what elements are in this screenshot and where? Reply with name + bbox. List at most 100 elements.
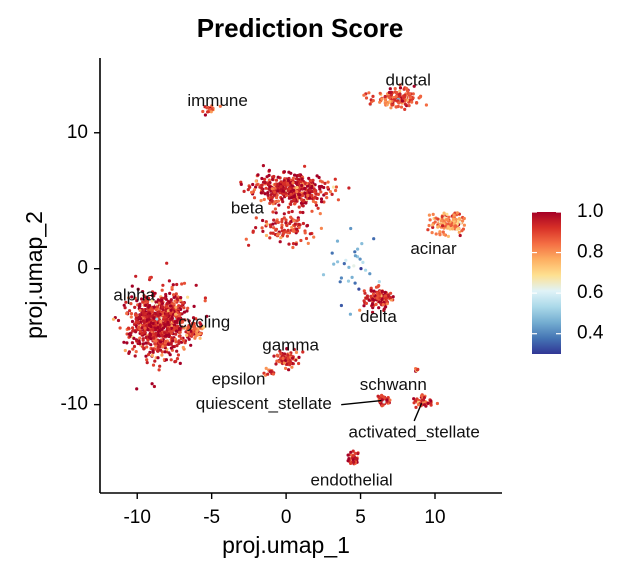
cluster-labels: alpha cycling beta ductal immune acinar delta g… <box>113 71 479 490</box>
point-alpha <box>133 296 137 300</box>
point-immune <box>218 104 222 108</box>
point-alpha <box>140 326 144 330</box>
point-alpha <box>116 318 121 323</box>
point-acinar <box>462 216 466 221</box>
point-beta <box>277 203 281 207</box>
point-alpha <box>123 306 127 310</box>
point-cycling <box>187 326 192 330</box>
point-alpha <box>178 298 183 302</box>
point-alpha <box>169 308 173 312</box>
point-beta <box>278 191 282 195</box>
point-beta-tail <box>275 219 279 224</box>
point-acinar <box>430 231 434 235</box>
point-beta <box>291 176 295 180</box>
colorbar-tick-label: 0.6 <box>577 282 603 303</box>
point-alpha <box>138 313 142 317</box>
point-acinar <box>456 227 460 231</box>
point-scattered-mid <box>377 280 381 284</box>
point-alpha <box>156 333 161 337</box>
point-cycling <box>178 330 182 334</box>
point-alpha <box>156 349 160 353</box>
point-delta <box>374 285 379 289</box>
point-alpha <box>158 323 162 327</box>
point-alpha <box>155 305 159 309</box>
cluster-label-activated_stellate: activated_stellate <box>349 423 480 442</box>
point-acinar <box>427 213 431 217</box>
point-ductal <box>388 87 392 91</box>
point-scattered-mid <box>364 268 368 272</box>
point-alpha <box>187 319 191 323</box>
point-alpha <box>145 361 149 365</box>
point-beta <box>267 187 271 191</box>
point-endothelial <box>351 449 355 453</box>
point-alpha <box>160 298 164 302</box>
point-alpha <box>164 323 168 327</box>
point-ductal <box>371 94 375 98</box>
point-beta <box>303 164 307 168</box>
point-beta <box>260 183 264 187</box>
cluster-label-endothelial: endothelial <box>310 470 392 489</box>
point-scattered-mid <box>372 237 376 241</box>
point-gamma <box>275 359 279 363</box>
point-activated_stellate <box>422 403 427 407</box>
point-endothelial <box>354 457 358 461</box>
point-beta <box>282 212 286 216</box>
point-ductal <box>362 93 366 97</box>
point-beta <box>284 191 288 195</box>
point-epsilon <box>266 372 270 376</box>
point-beta <box>320 200 324 204</box>
point-alpha <box>163 331 167 335</box>
point-beta <box>281 181 285 185</box>
point-gamma <box>278 349 282 353</box>
point-beta-tail <box>287 210 291 214</box>
point-delta <box>375 296 379 300</box>
cluster-label-cycling: cycling <box>178 313 230 332</box>
point-gamma <box>277 360 281 364</box>
point-beta-tail <box>284 230 288 234</box>
point-alpha <box>172 293 176 297</box>
point-beta-tail <box>297 225 301 230</box>
point-beta <box>347 186 351 190</box>
point-beta <box>336 198 340 202</box>
point-gamma <box>294 350 299 354</box>
point-beta <box>273 186 277 190</box>
point-beta-tail <box>293 222 297 226</box>
point-activated_stellate <box>429 399 433 403</box>
point-cycling <box>195 331 199 335</box>
point-alpha <box>146 353 151 357</box>
point-beta <box>289 200 293 204</box>
point-acinar <box>455 211 459 215</box>
point-beta <box>263 192 267 196</box>
point-alpha <box>170 336 175 341</box>
point-ductal <box>408 95 413 100</box>
point-alpha <box>127 351 131 355</box>
point-alpha <box>142 321 146 325</box>
point-alpha <box>152 305 156 309</box>
point-beta-tail <box>280 223 284 227</box>
cluster-label-immune: immune <box>187 91 247 110</box>
point-acinar <box>441 230 445 234</box>
point-alpha <box>151 363 156 367</box>
point-alpha <box>134 274 138 278</box>
point-delta <box>384 296 388 300</box>
point-alpha <box>180 282 184 286</box>
point-acinar <box>458 233 462 238</box>
point-alpha <box>181 345 185 350</box>
point-scattered-mid <box>353 254 357 258</box>
point-alpha <box>174 327 179 331</box>
point-beta-tail <box>304 236 309 241</box>
point-gamma <box>286 353 290 357</box>
point-alpha <box>143 326 147 330</box>
point-alpha <box>161 283 165 287</box>
point-beta <box>279 180 283 184</box>
point-alpha <box>150 299 154 303</box>
point-beta <box>282 170 286 174</box>
point-alpha <box>166 309 170 313</box>
point-delta <box>362 289 366 293</box>
point-delta <box>363 291 367 295</box>
point-beta <box>311 199 315 203</box>
point-beta <box>288 187 292 191</box>
point-beta-tail <box>288 221 292 226</box>
label-pointer-1 <box>413 403 423 422</box>
point-alpha <box>138 308 142 312</box>
